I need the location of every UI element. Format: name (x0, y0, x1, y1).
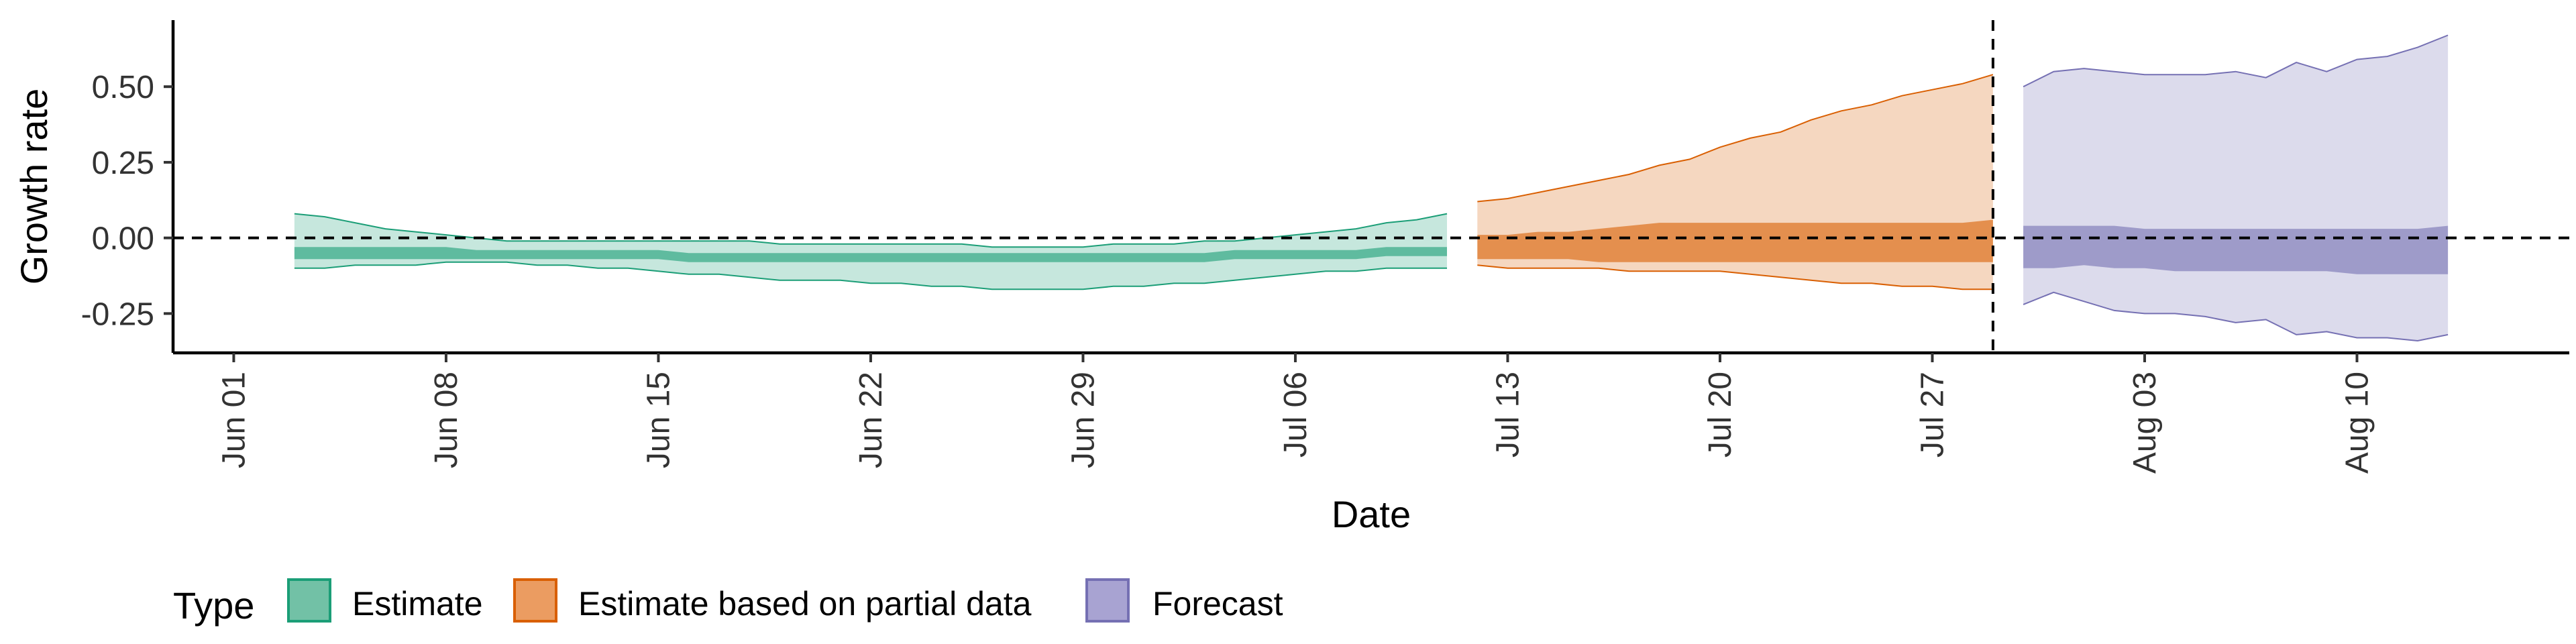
x-axis-title: Date (1332, 493, 1411, 535)
legend: Type Estimate Estimate based on partial d… (173, 578, 1283, 627)
estimate-upper-bound (294, 213, 1448, 248)
x-tick-label: Jun 08 (429, 372, 464, 468)
x-tick-label: Aug 10 (2339, 372, 2375, 474)
x-tick-label: Jun 15 (641, 372, 676, 468)
estimate-based-on-partial-data-lower-bound (1477, 264, 1993, 290)
y-tick-label: 0.00 (92, 221, 154, 257)
y-axis-ticks: -0.25 0.00 0.25 0.50 (81, 70, 173, 332)
y-tick-label: -0.25 (81, 297, 154, 332)
x-tick-label: Jun 01 (216, 372, 252, 468)
estimate-based-on-partial-data-50-interval (1477, 219, 1993, 262)
x-axis-ticks: Jun 01 Jun 08 Jun 15 Jun 22 Jun 29 Jul 06 Jul … (216, 353, 2375, 474)
reference-lines (173, 20, 2569, 353)
x-tick-label: Jul 13 (1490, 372, 1525, 458)
forecast-90-interval (2023, 35, 2449, 341)
y-tick-label: 0.25 (92, 146, 154, 181)
axes (171, 20, 2569, 355)
legend-title: Type (173, 584, 254, 627)
forecast-lower-bound (2023, 291, 2449, 342)
legend-label-forecast: Forecast (1152, 585, 1283, 623)
estimate-based-on-partial-data-upper-bound (1477, 74, 1994, 203)
estimate-50-interval (294, 247, 1447, 262)
x-tick-label: Jul 20 (1703, 372, 1738, 458)
y-tick-label: 0.50 (92, 70, 154, 105)
y-axis-title: Growth rate (13, 89, 55, 285)
estimate-90-interval (294, 213, 1447, 290)
x-tick-label: Jul 27 (1915, 372, 1950, 458)
x-tick-label: Jun 29 (1065, 372, 1101, 468)
forecast-upper-bound (2023, 34, 2449, 88)
legend-key-estimate (287, 578, 331, 623)
x-tick-label: Aug 03 (2127, 372, 2163, 474)
x-tick-label: Jul 06 (1278, 372, 1313, 458)
legend-key-estimate-based-on-partial-data (513, 578, 557, 623)
estimate-lower-bound (294, 261, 1447, 290)
legend-key-forecast (1085, 578, 1130, 623)
legend-label-estimate: Estimate (352, 585, 483, 623)
ribbon-layer (294, 34, 2449, 342)
x-tick-label: Jun 22 (853, 372, 889, 468)
legend-label-estimate-based-on-partial-data: Estimate based on partial data (578, 585, 1032, 623)
